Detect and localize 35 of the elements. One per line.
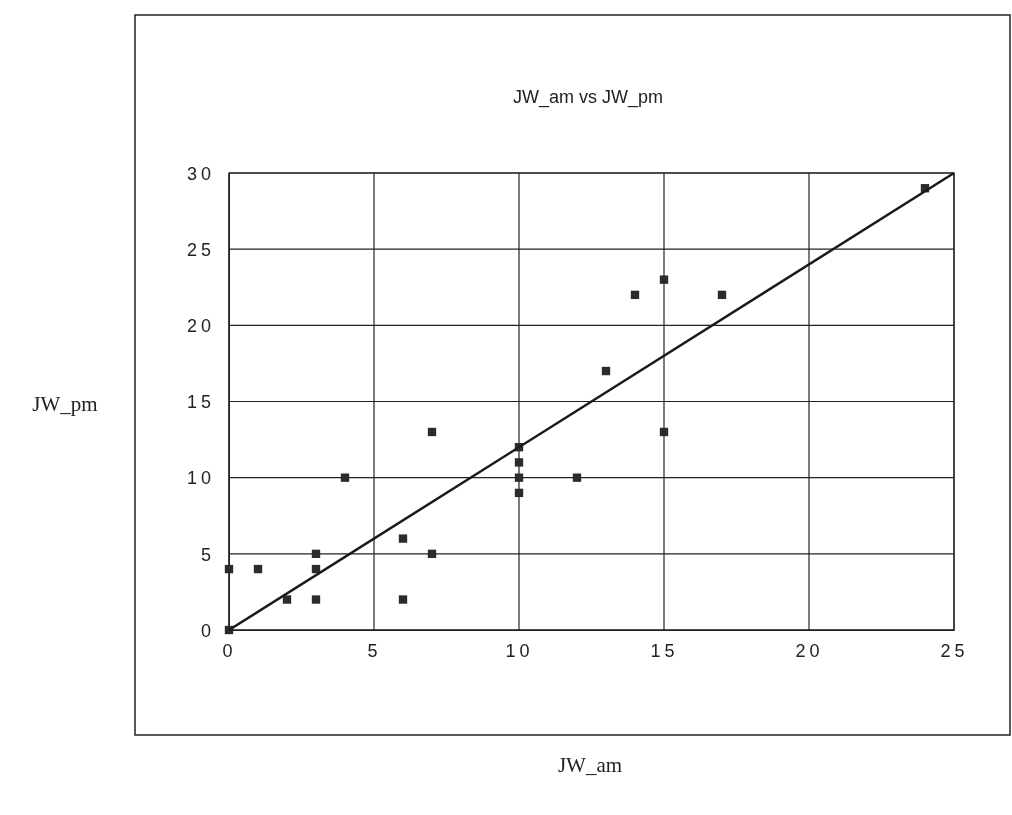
point	[311, 595, 321, 604]
x-tick-label: 25	[940, 640, 969, 661]
y-tick-label: 0	[200, 620, 215, 641]
point	[514, 473, 524, 482]
point	[224, 564, 234, 574]
point	[514, 458, 524, 467]
x-tick-label: 0	[222, 640, 237, 661]
point	[427, 549, 437, 559]
y-tick-label: 20	[186, 316, 215, 337]
x-tick-label: 20	[795, 640, 824, 661]
point	[659, 427, 669, 437]
x-tick-label: 15	[650, 640, 679, 661]
point	[398, 595, 408, 604]
point	[514, 488, 524, 498]
x-tick-label: 10	[505, 640, 534, 661]
point	[659, 275, 669, 284]
point	[340, 473, 350, 482]
y-axis-title: JW_pm	[32, 392, 98, 416]
x-axis-title: JW_am	[557, 753, 623, 777]
point	[311, 549, 321, 559]
y-tick-label: 15	[186, 392, 215, 413]
y-tick-label: 5	[200, 544, 215, 565]
point	[630, 290, 640, 300]
point	[601, 366, 611, 376]
y-tick-label: 25	[186, 239, 215, 260]
y-tick-label: 10	[186, 468, 215, 489]
x-tick-label: 5	[367, 640, 382, 661]
y-tick-label: 30	[186, 163, 215, 184]
point	[717, 290, 727, 300]
chart-title: JW_am vs JW_pm	[512, 87, 664, 108]
point	[572, 473, 582, 482]
point	[398, 534, 408, 543]
point	[253, 564, 263, 574]
point	[427, 427, 437, 437]
point	[282, 595, 292, 604]
